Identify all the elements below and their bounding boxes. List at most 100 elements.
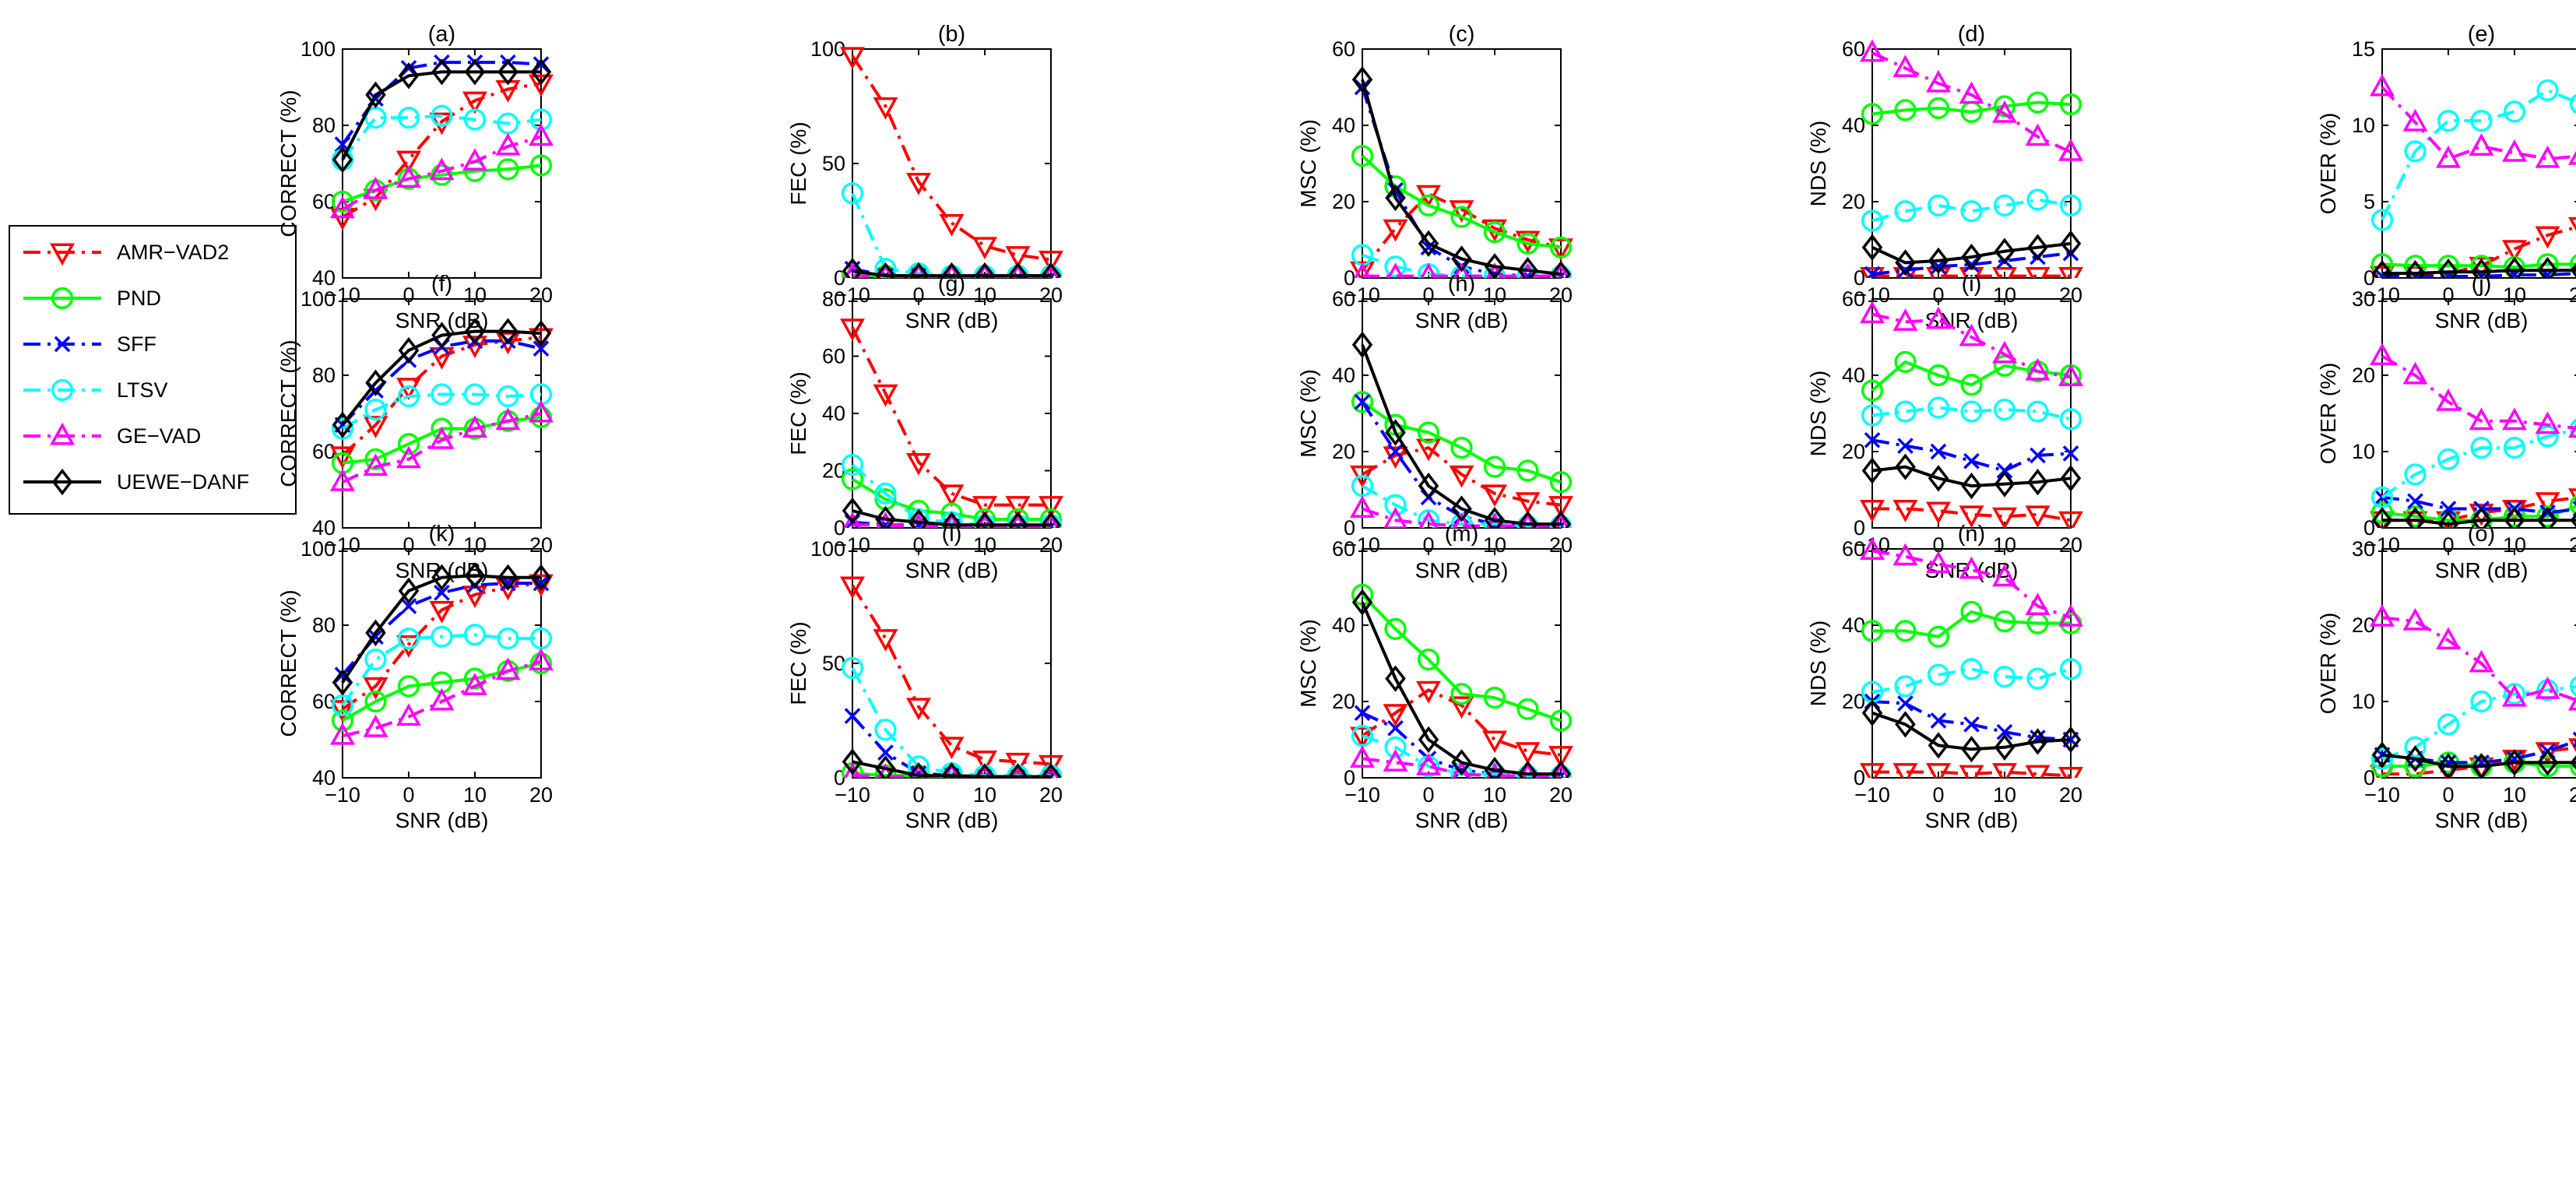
x-tick-label: 0: [1422, 533, 1434, 557]
data-point: [1549, 709, 1573, 732]
panel-title: (h): [1448, 272, 1475, 297]
data-point: [463, 667, 487, 690]
data-point: [1451, 495, 1472, 522]
data-point: [1894, 675, 1917, 698]
data-point: [877, 744, 894, 761]
data-point: [1385, 419, 1406, 446]
data-point: [1516, 698, 1539, 720]
legend-label: AMR−VAD2: [117, 241, 229, 264]
data-point: [1548, 238, 1573, 262]
series-uewe-danf: [842, 748, 1062, 778]
series-line: [1871, 100, 2072, 116]
data-point: [2026, 667, 2049, 690]
y-tick-label: 0: [1344, 266, 1355, 290]
data-point: [1451, 245, 1472, 272]
series-line: [2381, 354, 2576, 430]
data-point: [1960, 658, 1983, 680]
y-tick-label: 0: [1854, 766, 1865, 789]
series-line: [2382, 519, 2576, 526]
data-point: [1961, 243, 1982, 271]
data-point: [463, 108, 487, 131]
data-point: [398, 62, 420, 90]
data-point: [1961, 472, 1982, 500]
data-point: [2469, 649, 2494, 673]
data-point: [431, 564, 452, 591]
data-point: [1894, 200, 1917, 223]
x-tick-label: 10: [463, 783, 487, 807]
x-tick-label: 0: [1932, 783, 1944, 807]
data-point: [464, 58, 486, 86]
panel-data: [1350, 331, 1573, 528]
y-axis-label: NDS (%): [1806, 121, 1830, 206]
data-point: [1927, 97, 1950, 120]
data-point: [2537, 749, 2558, 776]
data-point: [463, 383, 487, 406]
data-point: [2504, 749, 2525, 776]
x-axis-label: SNR (dB): [905, 808, 999, 832]
data-point: [840, 576, 865, 600]
x-axis-label: SNR (dB): [1415, 558, 1509, 582]
y-tick-label: 40: [1332, 364, 1355, 387]
y-axis-label: FEC (%): [786, 621, 810, 705]
legend-marker: [51, 378, 74, 402]
data-point: [2471, 258, 2492, 278]
series-ge-vad: [1860, 301, 2083, 386]
data-point: [2436, 389, 2461, 411]
data-point: [1894, 99, 1917, 121]
data-point: [365, 81, 386, 108]
data-point: [532, 340, 550, 357]
data-point: [2440, 501, 2457, 517]
y-tick-label: 60: [822, 345, 845, 368]
y-tick-label: 20: [2352, 364, 2375, 387]
data-point: [2062, 445, 2079, 462]
panel-data: [840, 576, 1063, 778]
data-point: [1383, 219, 1408, 242]
series-line: [1361, 344, 1561, 526]
data-point: [2470, 110, 2493, 132]
data-point: [529, 108, 553, 131]
data-point: [974, 512, 996, 528]
series-line: [1361, 192, 1562, 272]
data-point: [431, 104, 453, 127]
data-point: [1960, 374, 1983, 396]
data-point: [1992, 100, 2017, 123]
data-point: [908, 508, 930, 528]
y-tick-label: 80: [822, 287, 845, 311]
data-point: [1350, 745, 1375, 768]
series-line: [342, 135, 542, 211]
data-point: [1484, 757, 1506, 778]
data-point: [397, 433, 420, 455]
data-point: [1996, 723, 2013, 740]
data-point: [2060, 726, 2082, 754]
data-point: [2370, 343, 2395, 365]
y-tick-label: 0: [2363, 766, 2375, 789]
series-ge-vad: [1860, 537, 2083, 627]
data-point: [2537, 257, 2558, 278]
y-tick-label: 100: [810, 537, 845, 561]
data-point: [1994, 470, 2015, 498]
data-point: [1483, 455, 1506, 478]
data-point: [330, 700, 355, 723]
data-point: [939, 484, 965, 508]
data-point: [1930, 712, 1947, 729]
y-tick-label: 0: [1854, 516, 1865, 540]
series-ltsv: [1861, 188, 2082, 232]
y-tick-label: 20: [1332, 190, 1355, 213]
data-point: [529, 123, 554, 146]
data-point: [431, 322, 452, 349]
series-line: [341, 114, 542, 161]
data-point: [2569, 254, 2576, 275]
x-tick-label: 20: [1549, 783, 1573, 807]
data-point: [2058, 511, 2083, 528]
data-point: [1861, 699, 1883, 726]
data-point: [1354, 705, 1371, 722]
panel-title: (l): [942, 522, 962, 547]
data-point: [1038, 754, 1063, 778]
series-line: [1871, 312, 2072, 379]
data-point: [2471, 507, 2492, 528]
series-amr-vad2: [1860, 763, 2083, 778]
panel-frame: [852, 48, 1052, 279]
y-tick-label: 20: [1842, 440, 1865, 463]
